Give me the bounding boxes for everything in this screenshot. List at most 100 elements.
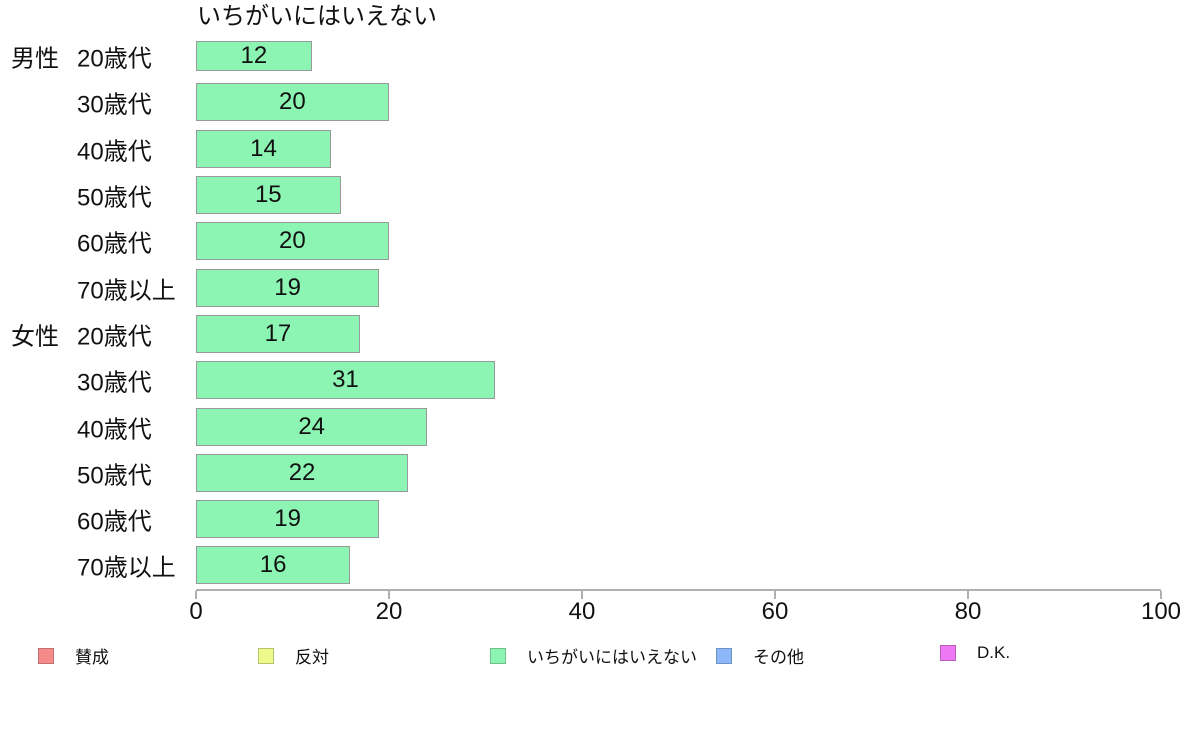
bar-value: 31: [332, 366, 359, 394]
group-label: 女性: [11, 323, 59, 351]
tick-label: 0: [189, 598, 203, 625]
legend-swatch-magenta: [940, 645, 956, 661]
bar-track: 19: [196, 264, 1160, 310]
legend-item-sonota[interactable]: その他: [716, 643, 804, 668]
bar[interactable]: 12: [196, 41, 312, 72]
bar-row: 70歳以上 19: [0, 264, 1161, 310]
bar[interactable]: 24: [196, 407, 428, 446]
bar[interactable]: 22: [196, 453, 409, 492]
tick-mark: [388, 591, 390, 599]
bar-row: 60歳代 20: [0, 218, 1161, 264]
legend-label: D.K.: [977, 643, 1011, 662]
tick-mark: [774, 591, 776, 599]
legend-label: その他: [753, 648, 804, 667]
category-label: 60歳代: [0, 218, 196, 264]
bar[interactable]: 20: [196, 83, 389, 122]
bar-value: 17: [264, 319, 292, 347]
age-label: 50歳代: [77, 462, 152, 490]
bar-value: 20: [279, 227, 306, 255]
tick-mark: [195, 591, 197, 599]
bar-track: 12: [196, 33, 1160, 79]
age-label: 30歳代: [77, 91, 152, 119]
age-label: 60歳代: [77, 508, 152, 536]
bar-track: 20: [196, 218, 1160, 264]
legend-label: いちがいにはいえない: [527, 648, 697, 667]
bar-row: 50歳代 22: [0, 450, 1161, 496]
tick-label: 20: [375, 598, 403, 625]
age-label: 40歳代: [77, 416, 152, 444]
bar-row: 40歳代 14: [0, 126, 1161, 172]
x-axis: 0 20 40 60 80 100: [189, 589, 1181, 629]
bar-track: 24: [196, 403, 1160, 449]
tick-label: 80: [954, 598, 982, 625]
legend-item-sansei[interactable]: 賛成: [38, 643, 109, 668]
bar-row: 40歳代 24: [0, 403, 1161, 449]
bar-track: 31: [196, 357, 1160, 403]
bar-track: 14: [196, 126, 1160, 172]
tick-label: 40: [568, 598, 596, 625]
bar-row: 50歳代 15: [0, 172, 1161, 218]
category-label: 60歳代: [0, 496, 196, 542]
bar[interactable]: 20: [196, 222, 389, 261]
legend: 賛成 反対 いちがいにはいえない その他 D.K.: [0, 643, 1188, 667]
bar-value: 22: [288, 458, 316, 486]
bar-value: 19: [274, 273, 301, 301]
bar[interactable]: 19: [196, 500, 380, 539]
category-label: 50歳代: [0, 172, 196, 218]
bar-row: 70歳以上 16: [0, 542, 1161, 588]
bar-value: 24: [298, 412, 326, 440]
legend-swatch-blue: [716, 647, 732, 664]
age-label: 60歳代: [77, 230, 152, 258]
bar-row: 男性 20歳代 12: [0, 33, 1161, 79]
legend-swatch-yellow: [258, 647, 274, 664]
category-label: 70歳以上: [0, 264, 196, 310]
chart-title: いちがいにはいえない: [197, 3, 437, 30]
category-label: 30歳代: [0, 357, 196, 403]
bar[interactable]: 15: [196, 176, 341, 215]
plot-area: 男性 20歳代 12 30歳代 20 40歳代 14: [0, 33, 1161, 589]
bar-track: 22: [196, 450, 1160, 496]
legend-label: 反対: [295, 648, 329, 667]
bar[interactable]: 19: [196, 268, 380, 307]
tick-mark: [1160, 591, 1162, 599]
category-label: 70歳以上: [0, 542, 196, 588]
tick-mark: [967, 591, 969, 599]
category-label: 30歳代: [0, 79, 196, 125]
bar-value: 20: [279, 88, 306, 116]
age-label: 70歳以上: [77, 277, 176, 305]
category-label: 男性 20歳代: [0, 33, 196, 79]
bar-value: 14: [250, 134, 277, 162]
bar-track: 17: [196, 311, 1160, 357]
bar-row: 女性 20歳代 17: [0, 311, 1161, 357]
bar-track: 15: [196, 172, 1160, 218]
category-label: 女性 20歳代: [0, 311, 196, 357]
legend-item-ichigai[interactable]: いちがいにはいえない: [490, 643, 697, 668]
bar-row: 60歳代 19: [0, 496, 1161, 542]
bar[interactable]: 16: [196, 546, 351, 585]
category-label: 40歳代: [0, 126, 196, 172]
bar-row: 30歳代 31: [0, 357, 1161, 403]
age-label: 50歳代: [77, 184, 152, 212]
bar-value: 12: [240, 42, 268, 70]
category-label: 50歳代: [0, 450, 196, 496]
age-label: 20歳代: [77, 323, 152, 351]
bar[interactable]: 31: [196, 361, 495, 400]
x-axis-line: [196, 589, 1161, 591]
bar-row: 30歳代 20: [0, 79, 1161, 125]
group-label: 男性: [11, 45, 59, 73]
bar[interactable]: 14: [196, 129, 331, 168]
legend-swatch-green: [490, 647, 506, 664]
legend-swatch-red: [38, 647, 54, 664]
bar-value: 16: [259, 551, 287, 579]
legend-item-dk[interactable]: D.K.: [940, 643, 1010, 663]
bar[interactable]: 17: [196, 314, 360, 353]
age-label: 70歳以上: [77, 554, 176, 582]
age-label: 30歳代: [77, 369, 152, 397]
bar-track: 16: [196, 542, 1160, 588]
category-label: 40歳代: [0, 403, 196, 449]
legend-item-hantai[interactable]: 反対: [258, 643, 329, 668]
tick-label: 100: [1140, 598, 1182, 625]
age-label: 20歳代: [77, 45, 152, 73]
tick-label: 60: [761, 598, 789, 625]
